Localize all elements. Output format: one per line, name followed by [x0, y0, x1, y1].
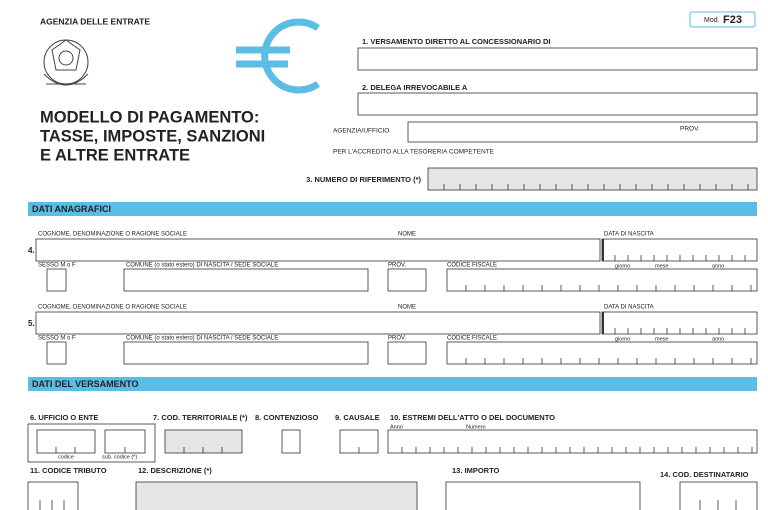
- label: 7. COD. TERRITORIALE (*): [153, 413, 248, 422]
- field-box: [601, 311, 758, 335]
- field-box: [679, 481, 758, 510]
- section-heading: DATI DEL VERSAMENTO: [32, 379, 139, 389]
- mod-code: F23: [723, 14, 742, 26]
- label: CODICE FISCALE: [447, 336, 497, 342]
- label: mese: [655, 263, 668, 269]
- label: NOME: [398, 232, 416, 238]
- field-box: [281, 429, 301, 454]
- field-box: [387, 268, 427, 292]
- label: 1. VERSAMENTO DIRETTO AL CONCESSIONARIO …: [362, 37, 551, 46]
- label: 2. DELEGA IRREVOCABILE A: [362, 83, 468, 92]
- label: SESSO M o F: [38, 263, 76, 269]
- label: SESSO M o F: [38, 336, 76, 342]
- field-box: [445, 481, 641, 510]
- label: 9. CAUSALE: [335, 413, 380, 422]
- label: PROV.: [680, 126, 700, 133]
- label: COGNOME, DENOMINAZIONE O RAGIONE SOCIALE: [38, 232, 187, 238]
- field-box: [446, 268, 758, 292]
- label: 8. CONTENZIOSO: [255, 413, 319, 422]
- block-number: 4.: [28, 246, 35, 255]
- label: COMUNE (o stato estero) DI NASCITA / SED…: [126, 336, 278, 342]
- label: PROV.: [388, 263, 406, 269]
- field-box: [164, 429, 243, 454]
- label: DATA DI NASCITA: [604, 305, 654, 311]
- label: PROV.: [388, 336, 406, 342]
- field-box: [123, 341, 369, 365]
- field-box: [357, 47, 758, 71]
- label: giorno: [615, 336, 630, 342]
- section-bar: [28, 377, 757, 391]
- field-box: [407, 121, 758, 143]
- field-box: [446, 341, 758, 365]
- label: anno: [712, 336, 724, 342]
- mod-box: [689, 11, 756, 28]
- section-bar: [28, 202, 757, 216]
- label: giorno: [615, 263, 630, 269]
- label: CODICE FISCALE: [447, 263, 497, 269]
- label: 13. IMPORTO: [452, 466, 500, 475]
- emblem: [43, 39, 89, 86]
- field-box: [46, 268, 67, 292]
- label: 11. CODICE TRIBUTO: [30, 466, 107, 475]
- label: 3. NUMERO DI RIFERIMENTO (*): [306, 175, 421, 184]
- label: mese: [655, 336, 668, 342]
- label: 6. UFFICIO O ENTE: [30, 413, 98, 422]
- label: 14. COD. DESTINATARIO: [660, 470, 749, 479]
- label: PER L'ACCREDITO ALLA TESORERIA COMPETENT…: [333, 149, 495, 156]
- form-title: E ALTRE ENTRATE: [40, 146, 190, 164]
- field-box: [46, 341, 67, 365]
- field-box: [123, 268, 369, 292]
- field-box: [357, 92, 758, 116]
- field-box: [601, 238, 758, 262]
- form-title: MODELLO DI PAGAMENTO:: [40, 108, 259, 126]
- field-box: [35, 238, 601, 262]
- section-heading: DATI ANAGRAFICI: [32, 204, 111, 214]
- label: DATA DI NASCITA: [604, 232, 654, 238]
- field-box: [387, 429, 758, 454]
- label: codice: [58, 454, 74, 460]
- euro-sign: [236, 18, 320, 94]
- mod-label: Mod.: [704, 17, 720, 24]
- field-box: [427, 167, 758, 191]
- label: Numero: [466, 424, 486, 430]
- label: 12. DESCRIZIONE (*): [138, 466, 212, 475]
- field-box: [27, 481, 79, 510]
- label: AGENZIA/UFFICIO: [333, 128, 389, 135]
- field-box: [387, 341, 427, 365]
- field-box: [36, 429, 96, 454]
- form-title: TASSE, IMPOSTE, SANZIONI: [40, 127, 265, 145]
- label: COGNOME, DENOMINAZIONE O RAGIONE SOCIALE: [38, 305, 187, 311]
- label: Anno: [390, 424, 403, 430]
- field-box: [135, 481, 418, 510]
- field-box: [35, 311, 601, 335]
- agency-name: AGENZIA DELLE ENTRATE: [40, 16, 150, 26]
- label: sub. codice (*): [102, 454, 137, 460]
- label: anno: [712, 263, 724, 269]
- label: COMUNE (o stato estero) DI NASCITA / SED…: [126, 263, 278, 269]
- label: 10. ESTREMI DELL'ATTO O DEL DOCUMENTO: [390, 413, 555, 422]
- label: NOME: [398, 305, 416, 311]
- block-number: 5.: [28, 319, 35, 328]
